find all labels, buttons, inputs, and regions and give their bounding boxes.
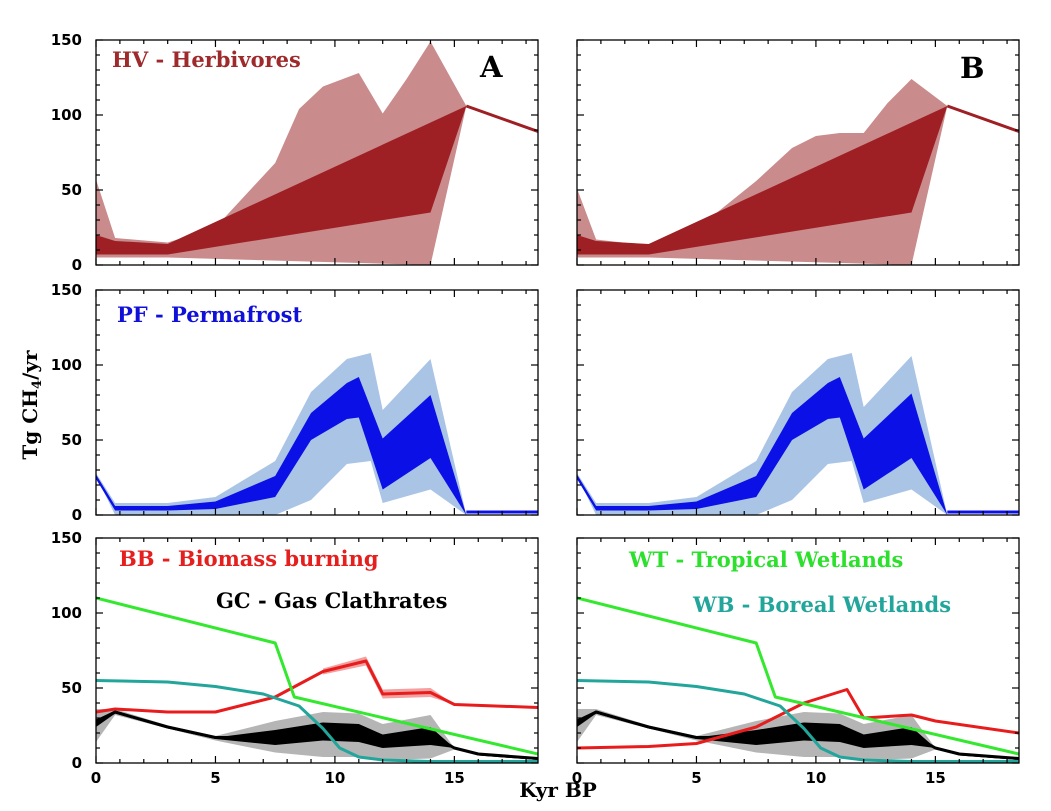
low-B-frame [576,537,1020,764]
hv-inner-band [577,106,948,255]
gc-inner-band [96,710,538,760]
y-tick-label: 0 [72,754,82,772]
gc-line [577,710,1019,760]
y-tick-label: 100 [51,604,82,622]
y-axis-title-sub: 4 [30,380,45,389]
y-tick-label: 150 [51,31,82,49]
hv-title: HV - Herbivores [112,47,301,72]
low-A-panel: 0 50 100 150 0 5 10 15 [51,529,539,787]
x-tick-label: 15 [925,769,946,787]
hv-mean-line [465,104,538,133]
pf-A-ticks [95,289,538,516]
pf-B-ticks [576,289,1019,516]
panel-letter-a: A [479,50,503,84]
hv-inner-band [96,106,467,255]
x-tick-label: 0 [572,769,582,787]
pf-outer-band [96,353,467,515]
y-tick-label: 100 [51,356,82,374]
bb-line [577,688,1019,750]
y-axis-title-end: /yr [18,350,42,380]
legend-gc: GC - Gas Clathrates [216,588,447,613]
wt-line [577,596,1019,756]
gc-line [96,710,538,760]
y-tick-label: 0 [72,506,82,524]
x-tick-label: 15 [444,769,465,787]
pf-A-plot-area [96,353,538,515]
hv-A-ticks [95,39,538,266]
pf-B-panel [576,289,1020,516]
pf-A-panel: 0 50 100 150 [51,281,539,524]
hv-A-panel: 0 50 100 150 [51,31,539,274]
low-B-plot-area [577,596,1019,763]
panel-letter-b: B [960,51,985,85]
gc-inner-band [577,710,1019,760]
pf-outer-band [577,353,948,515]
x-tick-label: 10 [324,769,345,787]
y-tick-label: 50 [61,181,82,199]
wt-line [96,596,538,756]
hv-mean-line [946,104,1019,133]
bb-band [322,656,455,705]
pf-B-plot-area [577,353,1019,515]
hv-A-frame [95,39,539,266]
pf-title: PF - Permafrost [117,302,302,327]
low-A-frame [95,537,539,764]
pf-inner-band [96,377,467,515]
y-axis-title: Tg CH4/yr [18,350,45,460]
low-A-ticks [95,537,538,764]
y-tick-label: 50 [61,431,82,449]
legend-wt: WT - Tropical Wetlands [628,547,903,572]
low-A-plot-area [96,596,538,763]
x-axis-title: Kyr BP [519,778,597,802]
hv-B-ticks [576,39,1019,266]
y-tick-label: 100 [51,106,82,124]
svg-text:Tg CH4/yr: Tg CH4/yr [18,350,45,460]
wb-line [577,679,1019,763]
low-B-ticks [576,537,1019,764]
x-tick-label: 5 [210,769,220,787]
pf-inner-band [577,377,948,515]
hv-B-frame [576,39,1020,266]
bb-line [96,659,538,714]
y-tick-label: 150 [51,281,82,299]
x-tick-label: 0 [91,769,101,787]
pf-A-frame [95,289,539,516]
legend-wb: WB - Boreal Wetlands [692,592,951,617]
y-tick-label: 50 [61,679,82,697]
hv-B-panel [576,39,1020,266]
hv-B-plot-area [577,79,1019,265]
y-tick-label: 0 [72,256,82,274]
wb-line [96,679,538,763]
low-B-panel: 0 5 10 15 [572,537,1020,787]
pf-B-frame [576,289,1020,516]
x-tick-label: 10 [805,769,826,787]
legend-bb: BB - Biomass burning [119,546,379,571]
y-axis-title-main: Tg CH [18,389,42,460]
x-tick-label: 5 [691,769,701,787]
y-tick-label: 150 [51,529,82,547]
hv-A-plot-area [96,41,538,265]
